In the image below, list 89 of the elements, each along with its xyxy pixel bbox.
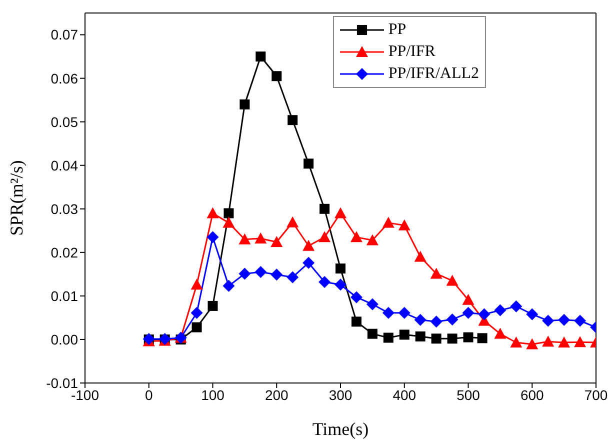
point xyxy=(383,332,394,343)
point xyxy=(367,328,378,339)
point xyxy=(286,216,299,228)
y-axis-title: SPR(m²/s) xyxy=(6,160,26,236)
y-tick-label: 0.05 xyxy=(50,114,78,130)
point xyxy=(254,232,267,244)
point xyxy=(558,336,570,348)
point xyxy=(398,219,410,230)
legend-label: PP/IFR xyxy=(388,43,436,61)
point xyxy=(270,268,283,281)
point xyxy=(192,322,202,332)
point xyxy=(526,338,538,350)
point xyxy=(206,231,219,244)
point xyxy=(206,207,219,218)
point xyxy=(302,256,315,269)
point xyxy=(350,291,362,304)
point xyxy=(320,204,330,214)
x-tick-label: 100 xyxy=(201,386,225,403)
point xyxy=(351,316,362,327)
point xyxy=(558,314,570,326)
point xyxy=(446,313,458,326)
point xyxy=(190,306,203,319)
y-tick-label: 0.06 xyxy=(50,70,78,86)
x-tick-label: 600 xyxy=(520,386,544,403)
y-tick-label: 0.02 xyxy=(50,244,78,260)
point xyxy=(286,271,299,284)
point xyxy=(542,336,554,347)
point xyxy=(366,298,378,310)
point xyxy=(382,306,394,319)
x-tick-label: 500 xyxy=(456,386,480,403)
point xyxy=(270,236,283,247)
point xyxy=(542,314,554,327)
legend-label: PP xyxy=(388,21,406,39)
legend-label: PP/IFR/ALL2 xyxy=(388,65,479,83)
point xyxy=(431,334,442,344)
point xyxy=(240,99,250,110)
point xyxy=(494,328,506,339)
point xyxy=(430,268,442,279)
point xyxy=(494,304,506,316)
point xyxy=(415,331,426,342)
point xyxy=(382,216,394,228)
point xyxy=(318,231,331,242)
point xyxy=(478,308,490,320)
x-axis-title: Time(s) xyxy=(312,419,369,439)
y-tick-label: 0.04 xyxy=(50,157,78,174)
point xyxy=(462,294,474,305)
point xyxy=(334,278,346,291)
point xyxy=(222,280,235,292)
point xyxy=(526,308,538,320)
x-tick-label: 300 xyxy=(328,386,352,403)
point xyxy=(304,158,314,169)
point xyxy=(272,71,282,82)
point xyxy=(510,336,522,348)
point xyxy=(254,266,267,278)
point xyxy=(238,268,251,280)
y-tick-label: 0.00 xyxy=(50,331,78,348)
point xyxy=(574,314,586,327)
point xyxy=(222,216,235,228)
point xyxy=(238,233,251,244)
point xyxy=(446,274,458,286)
x-tick-label: 700 xyxy=(584,386,608,403)
point xyxy=(334,207,346,218)
point xyxy=(224,208,234,218)
point xyxy=(190,278,203,290)
point xyxy=(336,264,346,274)
point xyxy=(462,306,474,319)
point xyxy=(510,300,522,312)
point xyxy=(463,332,474,342)
point xyxy=(366,234,378,246)
point xyxy=(447,334,458,344)
x-tick-label: 0 xyxy=(144,386,153,403)
y-tick-label: 0.07 xyxy=(50,26,78,43)
point xyxy=(318,276,331,288)
point xyxy=(477,333,488,344)
point xyxy=(574,336,586,348)
point xyxy=(399,330,410,340)
point xyxy=(414,250,426,262)
y-tick-label: 0.01 xyxy=(50,288,78,304)
point xyxy=(414,314,426,326)
point xyxy=(430,316,442,328)
point xyxy=(256,52,266,62)
point xyxy=(302,240,315,251)
x-tick-label: 200 xyxy=(264,386,289,403)
y-tick-label: 0.03 xyxy=(50,200,78,217)
point xyxy=(208,300,218,311)
point xyxy=(288,115,298,126)
point xyxy=(398,306,410,319)
point xyxy=(350,231,362,242)
x-tick-label: 400 xyxy=(392,386,416,403)
